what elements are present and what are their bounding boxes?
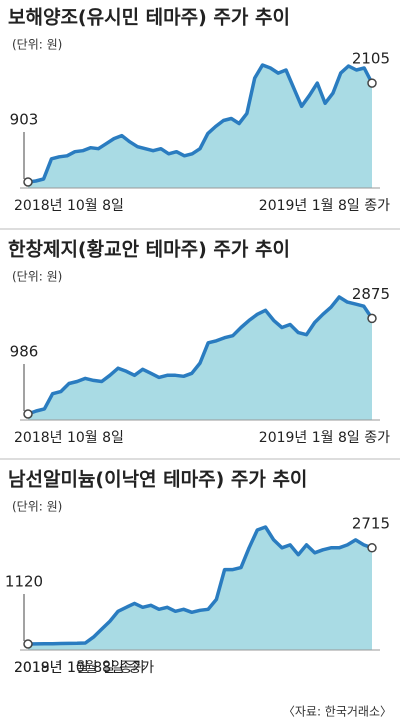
line	[27, 525, 373, 646]
panel: 보해양조(유시민 테마주) 주가 추이 (단위: 원) 903 2105 2018년 1…	[8, 7, 390, 215]
x-tick-label: 2018년 10월 8일	[14, 198, 124, 214]
line	[27, 295, 374, 416]
x-tick-label: 2019년 1월 8일 종가	[14, 660, 145, 676]
x-tick-label: 2019년 1월 8일 종가	[259, 430, 390, 446]
point	[367, 313, 377, 324]
point	[23, 177, 33, 187]
value-label: 2105	[352, 50, 390, 68]
value-label: 2875	[352, 285, 390, 303]
x-tick-label: 2018년 10월 8일	[14, 430, 124, 446]
unit-label: (단위: 원)	[12, 270, 62, 284]
value-label: 1120	[5, 573, 43, 591]
area	[28, 527, 372, 650]
x-tick-label: 2018년 10월 8일 종가	[14, 660, 154, 676]
value-label: 903	[10, 111, 39, 129]
point	[23, 639, 33, 649]
panel: 한창제지(황교안 테마주) 주가 추이 (단위: 원) 986 2875 2018년 1…	[8, 238, 390, 447]
chart-title: 한창제지(황교안 테마주) 주가 추이	[8, 238, 290, 261]
x-tick-label: 2019년 1월 8일 종가	[259, 198, 390, 214]
point	[367, 78, 377, 88]
value-label: 2715	[352, 514, 390, 532]
unit-label: (단위: 원)	[12, 38, 62, 52]
point	[367, 543, 377, 553]
area	[28, 65, 372, 188]
chart-title: 보해양조(유시민 테마주) 주가 추이	[8, 7, 290, 29]
point	[23, 409, 33, 419]
unit-label: (단위: 원)	[12, 500, 62, 514]
source: 〈자료: 한국거래소〉	[283, 705, 392, 719]
line	[27, 63, 374, 184]
chart-title: 남선알미늄(이낙연 테마주) 주가 추이	[8, 469, 307, 491]
panel: 남선알미늄(이낙연 테마주) 주가 추이 (단위: 원) 1120 2715 2018년…	[5, 469, 390, 677]
value-label: 986	[10, 343, 39, 361]
